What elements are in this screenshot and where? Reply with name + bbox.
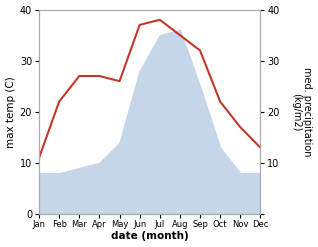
X-axis label: date (month): date (month) (111, 231, 189, 242)
Y-axis label: max temp (C): max temp (C) (5, 76, 16, 148)
Y-axis label: med. precipitation
(kg/m2): med. precipitation (kg/m2) (291, 67, 313, 157)
